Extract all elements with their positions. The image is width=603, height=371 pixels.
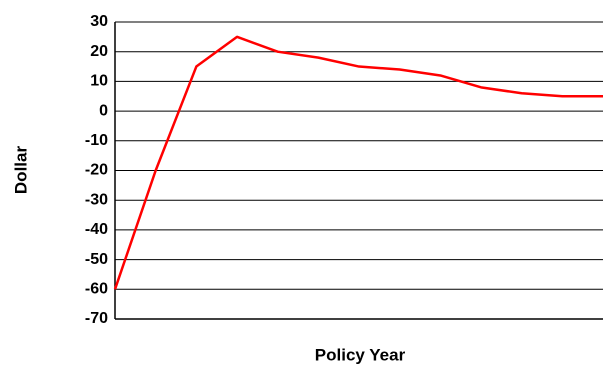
y-axis-title: Dollar: [11, 146, 30, 195]
y-tick-label: 30: [90, 13, 108, 30]
y-tick-label: -50: [85, 251, 108, 268]
y-tick-label: 0: [99, 102, 108, 119]
y-tick-label: -70: [85, 310, 108, 327]
y-tick-label: -60: [85, 281, 108, 298]
y-tick-label: -10: [85, 132, 108, 149]
y-tick-label: 20: [90, 43, 108, 60]
y-tick-label: -30: [85, 191, 108, 208]
y-tick-label: -20: [85, 162, 108, 179]
x-axis-title: Policy Year: [315, 345, 406, 364]
y-tick-label: -40: [85, 221, 108, 238]
line: [113, 35, 603, 290]
y-tick-label: 10: [90, 73, 108, 90]
